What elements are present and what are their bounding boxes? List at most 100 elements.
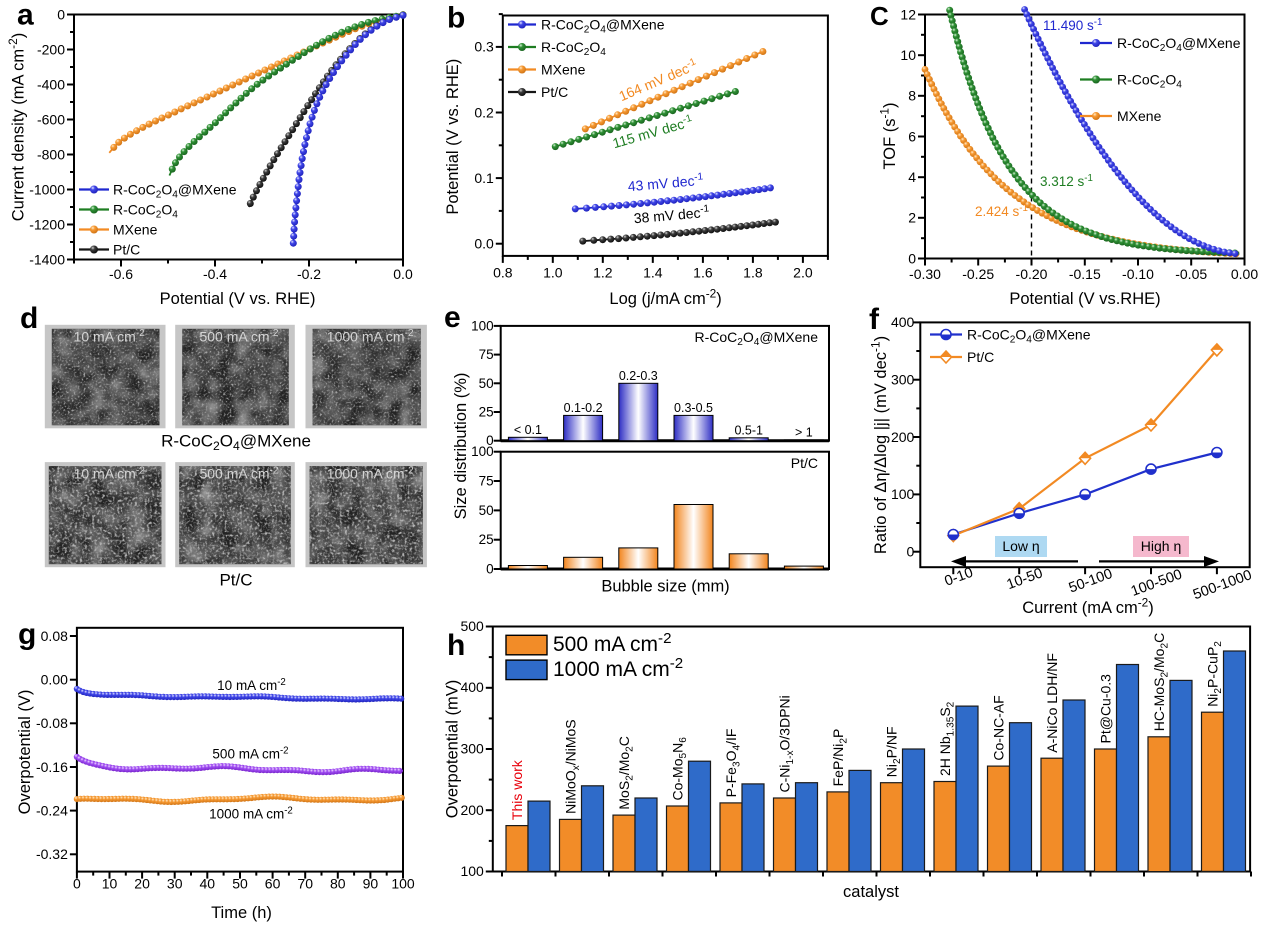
svg-text:Pt/C: Pt/C [967, 349, 994, 365]
svg-text:Potential (V vs.RHE): Potential (V vs.RHE) [1009, 290, 1160, 308]
svg-text:-0.2: -0.2 [297, 266, 321, 282]
svg-text:1000 mA cm-2: 1000 mA cm-2 [209, 805, 293, 821]
svg-text:Ratio of Δη/Δlog |j| (mV dec-1: Ratio of Δη/Δlog |j| (mV dec-1) [869, 336, 890, 554]
svg-text:C: C [870, 1, 889, 31]
svg-text:-200: -200 [37, 41, 65, 57]
svg-text:70: 70 [297, 876, 313, 892]
svg-text:e: e [444, 301, 461, 334]
svg-text:0.1-0.2: 0.1-0.2 [564, 401, 603, 415]
svg-text:-0.4: -0.4 [203, 266, 227, 282]
svg-text:Ni2P/NF: Ni2P/NF [884, 726, 903, 777]
svg-text:0.00: 0.00 [1231, 266, 1258, 282]
svg-text:-0.16: -0.16 [36, 759, 68, 775]
svg-text:MXene: MXene [1117, 108, 1162, 124]
svg-text:-0.24: -0.24 [36, 802, 68, 818]
svg-text:20: 20 [134, 876, 150, 892]
svg-text:R-CoC2O4@MXene: R-CoC2O4@MXene [967, 327, 1091, 346]
svg-text:100: 100 [471, 444, 494, 459]
svg-text:75: 75 [479, 347, 494, 362]
svg-text:80: 80 [330, 876, 346, 892]
svg-text:1.0: 1.0 [543, 265, 563, 281]
svg-text:2.424 s-1: 2.424 s-1 [975, 203, 1028, 219]
svg-text:0: 0 [907, 544, 915, 560]
svg-text:R-CoC2O4@MXene: R-CoC2O4@MXene [541, 16, 665, 35]
svg-text:8: 8 [908, 88, 916, 104]
svg-text:10: 10 [102, 876, 118, 892]
svg-text:0: 0 [486, 562, 494, 577]
svg-text:Overpotential (mV): Overpotential (mV) [444, 680, 462, 818]
svg-text:d: d [20, 302, 38, 335]
svg-text:Bubble size (mm): Bubble size (mm) [601, 578, 729, 596]
svg-text:R-CoC2O4@MXene: R-CoC2O4@MXene [1117, 35, 1241, 54]
svg-text:0.3: 0.3 [474, 39, 494, 55]
svg-text:4: 4 [908, 169, 916, 185]
svg-text:300: 300 [460, 741, 484, 757]
svg-text:500 mA cm-2: 500 mA cm-2 [212, 745, 288, 761]
svg-text:MoS2/Mo2C: MoS2/Mo2C [616, 736, 635, 810]
svg-text:Low η: Low η [1002, 538, 1039, 554]
svg-text:1.6: 1.6 [693, 265, 713, 281]
svg-text:b: b [447, 2, 465, 35]
svg-text:75: 75 [479, 474, 494, 489]
svg-text:0: 0 [57, 6, 65, 22]
svg-text:0.2: 0.2 [474, 104, 494, 120]
svg-text:Pt/C: Pt/C [219, 571, 252, 590]
svg-text:3.312 s-1: 3.312 s-1 [1040, 173, 1093, 189]
svg-text:a: a [17, 0, 34, 32]
svg-text:-1200: -1200 [29, 216, 65, 232]
svg-text:-0.08: -0.08 [36, 715, 68, 731]
svg-text:Co-Mo5N6: Co-Mo5N6 [670, 737, 689, 801]
svg-text:60: 60 [265, 876, 281, 892]
svg-text:100: 100 [391, 876, 415, 892]
svg-text:h: h [447, 629, 465, 662]
svg-text:This work: This work [509, 759, 525, 820]
svg-text:300: 300 [891, 372, 915, 388]
svg-text:Pt/C: Pt/C [113, 241, 140, 257]
svg-text:0.00: 0.00 [41, 672, 68, 688]
svg-text:43 mV dec-1: 43 mV dec-1 [627, 171, 704, 194]
svg-text:Potential (V vs. RHE): Potential (V vs. RHE) [160, 290, 316, 308]
svg-text:11.490 s-1: 11.490 s-1 [1043, 17, 1102, 33]
svg-text:-0.20: -0.20 [1016, 266, 1048, 282]
svg-text:2: 2 [908, 210, 916, 226]
svg-text:-0.05: -0.05 [1175, 266, 1207, 282]
svg-text:-0.30: -0.30 [909, 266, 941, 282]
svg-text:0: 0 [73, 876, 81, 892]
svg-text:100: 100 [460, 863, 484, 879]
svg-text:10 mA cm-2: 10 mA cm-2 [217, 677, 286, 693]
svg-text:40: 40 [200, 876, 216, 892]
svg-text:12: 12 [900, 6, 916, 22]
svg-text:2H Nb1.35S2: 2H Nb1.35S2 [937, 701, 956, 776]
svg-text:NiMoOx/NiMoS: NiMoOx/NiMoS [563, 719, 582, 814]
svg-text:Pt/C: Pt/C [541, 84, 568, 100]
svg-text:25: 25 [479, 405, 494, 420]
svg-text:High η: High η [1141, 538, 1181, 554]
svg-text:-0.32: -0.32 [36, 846, 68, 862]
svg-text:1.2: 1.2 [593, 265, 613, 281]
svg-text:100: 100 [471, 318, 494, 333]
svg-text:1000 mA cm-2: 1000 mA cm-2 [553, 655, 683, 681]
svg-text:0.8: 0.8 [493, 265, 513, 281]
svg-text:1.8: 1.8 [743, 265, 763, 281]
svg-text:0: 0 [908, 250, 916, 266]
svg-text:> 1: > 1 [795, 425, 813, 439]
svg-text:R-CoC2O4@MXene: R-CoC2O4@MXene [161, 432, 311, 454]
svg-text:HC-MoS2/Mo2C: HC-MoS2/Mo2C [1151, 633, 1170, 731]
svg-text:Potential (V vs. RHE): Potential (V vs. RHE) [444, 59, 462, 215]
svg-text:100: 100 [891, 486, 915, 502]
svg-text:-1000: -1000 [29, 181, 65, 197]
svg-text:0: 0 [486, 433, 494, 448]
svg-text:400: 400 [460, 679, 484, 695]
svg-text:P-Fe3O4/IF: P-Fe3O4/IF [723, 729, 742, 798]
svg-text:Co-NC-AF: Co-NC-AF [991, 695, 1007, 760]
svg-text:Pt/C: Pt/C [791, 455, 818, 471]
svg-text:50: 50 [232, 876, 248, 892]
svg-text:Pt@Cu-0.3: Pt@Cu-0.3 [1098, 674, 1114, 744]
svg-text:500 mA cm-2: 500 mA cm-2 [553, 630, 671, 656]
svg-text:2.0: 2.0 [793, 265, 813, 281]
svg-text:A-NiCo LDH/NF: A-NiCo LDH/NF [1044, 653, 1060, 753]
svg-text:-0.10: -0.10 [1122, 266, 1154, 282]
svg-text:Current (mA cm-2): Current (mA cm-2) [1022, 596, 1154, 617]
svg-text:-0.25: -0.25 [962, 266, 994, 282]
svg-text:0.0: 0.0 [393, 266, 413, 282]
